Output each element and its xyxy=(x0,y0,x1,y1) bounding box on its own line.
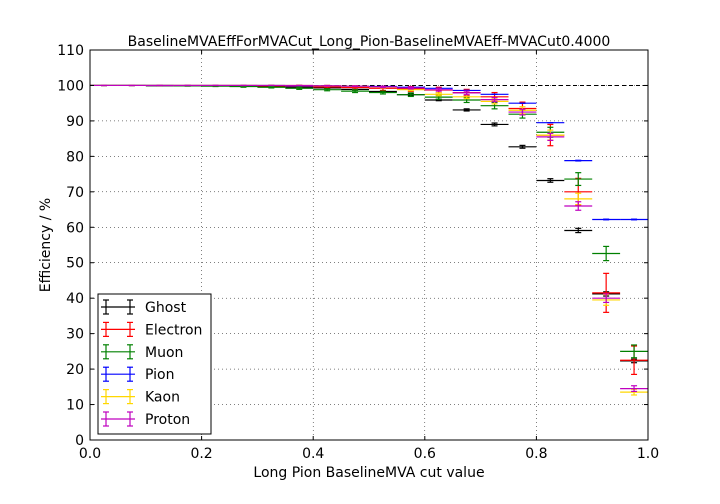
legend-entry-proton: Proton xyxy=(101,411,190,428)
y-tick-label: 60 xyxy=(66,220,84,236)
proton-data-point xyxy=(564,201,593,211)
ghost-data-point xyxy=(508,144,537,149)
y-tick-label: 80 xyxy=(66,149,84,165)
x-tick-label: 0.0 xyxy=(79,446,101,462)
proton-data-point xyxy=(313,84,342,87)
chart-title: BaselineMVAEffForMVACut_Long_Pion-Baseli… xyxy=(128,34,611,50)
axis-ticks: 0.0 0.2 0.4 0.6 0.8 1.0 0 10 20 30 40 50 60 70 80 90 100… xyxy=(57,43,659,462)
legend-label-pion: Pion xyxy=(145,367,174,383)
y-tick-label: 90 xyxy=(66,114,84,130)
y-tick-label: 110 xyxy=(57,43,84,59)
pion-data-point xyxy=(592,218,621,221)
muon-data-point xyxy=(620,344,648,359)
muon-data-point xyxy=(564,172,593,187)
plot-frame xyxy=(89,49,649,441)
y-tick-label: 100 xyxy=(57,78,84,94)
pion-data-point xyxy=(564,159,593,162)
y-tick-label: 30 xyxy=(66,327,84,343)
legend-label-electron: Electron xyxy=(145,322,202,338)
legend-symbol-electron xyxy=(101,321,135,337)
proton-data-point xyxy=(369,85,397,89)
y-axis-label: Efficiency / % xyxy=(38,198,54,292)
muon-data-point xyxy=(285,86,314,90)
proton-data-point xyxy=(396,86,425,90)
legend-label-proton: Proton xyxy=(145,412,190,428)
legend-symbol-ghost xyxy=(101,299,135,315)
proton-data-point xyxy=(620,385,648,393)
ghost-data-point xyxy=(564,227,593,234)
proton-data-point xyxy=(341,85,369,88)
ghost-data-point xyxy=(536,178,565,183)
y-tick-label: 0 xyxy=(75,433,84,449)
muon-data-point xyxy=(257,85,286,89)
data-series xyxy=(90,84,648,396)
legend-entry-ghost: Ghost xyxy=(101,299,187,316)
legend-label-ghost: Ghost xyxy=(145,300,187,316)
series-proton xyxy=(90,84,648,393)
proton-data-point xyxy=(508,108,537,116)
y-tick-label: 40 xyxy=(66,291,84,307)
legend-entry-kaon: Kaon xyxy=(101,389,180,406)
ghost-data-point xyxy=(452,108,481,112)
proton-data-point xyxy=(480,96,509,103)
legend-box xyxy=(97,293,212,435)
legend-entry-muon: Muon xyxy=(101,344,183,361)
proton-data-point xyxy=(536,132,565,142)
legend-label-kaon: Kaon xyxy=(145,390,180,406)
legend-symbol-proton xyxy=(101,411,135,427)
x-tick-label: 0.2 xyxy=(190,446,212,462)
proton-data-point xyxy=(592,293,621,304)
x-tick-label: 0.4 xyxy=(302,446,324,462)
muon-data-point xyxy=(369,90,397,95)
muon-data-point xyxy=(396,92,425,98)
y-tick-label: 70 xyxy=(66,185,84,201)
y-tick-label: 50 xyxy=(66,256,84,272)
y-tick-label: 20 xyxy=(66,362,84,378)
legend-symbol-muon xyxy=(101,344,135,360)
proton-data-point xyxy=(452,90,481,96)
legend-entry-electron: Electron xyxy=(101,321,202,338)
legend-symbol-pion xyxy=(101,366,135,382)
ghost-data-point xyxy=(480,122,509,127)
muon-data-point xyxy=(313,88,342,92)
x-tick-label: 1.0 xyxy=(637,446,659,462)
y-tick-label: 10 xyxy=(66,398,84,414)
legend-label-muon: Muon xyxy=(145,345,183,361)
legend-symbol-kaon xyxy=(101,389,135,405)
proton-data-point xyxy=(424,87,453,92)
grid-lines xyxy=(90,50,648,440)
legend-entry-pion: Pion xyxy=(101,366,174,383)
pion-data-point xyxy=(620,218,648,221)
x-tick-label: 0.8 xyxy=(525,446,547,462)
muon-data-point xyxy=(592,245,621,262)
kaon-data-point xyxy=(424,92,453,97)
legend: Ghost Electron Muon Pion Kaon Proton xyxy=(97,293,212,435)
muon-data-point xyxy=(341,89,369,94)
x-axis-label: Long Pion BaselineMVA cut value xyxy=(253,465,484,481)
x-tick-label: 0.6 xyxy=(414,446,436,462)
